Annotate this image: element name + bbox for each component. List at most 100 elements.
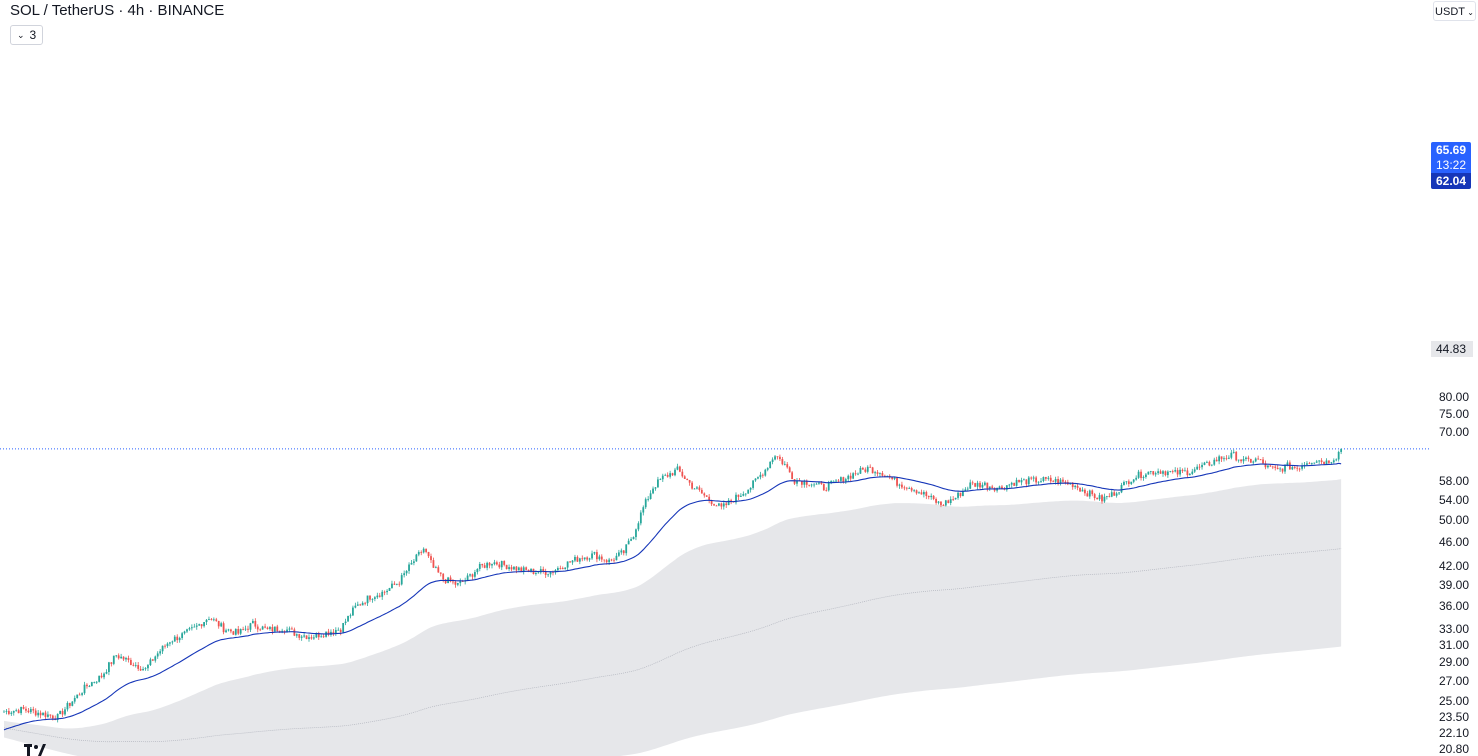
candle-body — [1281, 468, 1284, 472]
candle-body — [212, 619, 215, 621]
candle-body — [503, 561, 506, 565]
candle-body — [134, 665, 137, 666]
candle-body — [527, 569, 530, 572]
candle-body — [703, 493, 706, 496]
candle-body — [998, 486, 1001, 488]
candle-body — [593, 552, 596, 554]
candle-body — [95, 681, 98, 683]
candle-body — [337, 629, 340, 631]
candle-body — [940, 501, 942, 506]
candle-body — [251, 620, 254, 624]
candle-body — [893, 477, 896, 480]
candle-body — [696, 487, 698, 489]
candle-body — [222, 623, 225, 633]
candle-body — [1315, 461, 1318, 463]
candle-body — [1171, 470, 1174, 472]
candle-body — [12, 710, 15, 713]
symbol-title[interactable]: SOL / TetherUS · 4h · BINANCE — [10, 2, 225, 19]
candle-body — [600, 556, 603, 560]
candle-body — [571, 560, 574, 563]
candle-body — [481, 564, 484, 566]
candle-body — [544, 571, 547, 575]
candle-body — [864, 469, 867, 472]
candle-body — [766, 468, 769, 470]
candle-body — [491, 564, 493, 566]
candle-body — [1242, 459, 1245, 462]
candle-body — [754, 478, 757, 481]
candle-body — [1323, 461, 1325, 465]
candle-body — [1152, 471, 1155, 475]
candle-body — [966, 488, 969, 490]
candle-body — [1018, 479, 1020, 483]
candle-body — [173, 636, 176, 642]
candle-body — [1120, 485, 1123, 493]
candle-body — [1032, 477, 1035, 479]
candle-body — [5, 710, 8, 712]
candle-body — [3, 711, 5, 713]
candle-body — [127, 657, 130, 660]
tradingview-logo-icon[interactable] — [24, 744, 46, 756]
candle-body — [322, 636, 325, 638]
candle-body — [1013, 482, 1016, 486]
candle-body — [678, 466, 681, 472]
candle-body — [293, 629, 296, 636]
candle-body — [1318, 460, 1321, 462]
candle-body — [908, 488, 911, 489]
candle-body — [1037, 481, 1040, 483]
candle-body — [1049, 477, 1052, 482]
candle-body — [356, 604, 359, 606]
candle-body — [386, 590, 388, 593]
candle-body — [710, 500, 713, 505]
candle-body — [610, 559, 613, 561]
candle-body — [1010, 482, 1013, 485]
candle-body — [210, 619, 213, 620]
price-chart[interactable] — [0, 0, 1430, 756]
candle-body — [1015, 479, 1018, 486]
candle-body — [208, 619, 210, 620]
candle-body — [391, 583, 393, 589]
chart-area[interactable] — [0, 0, 1430, 756]
candle-body — [1191, 471, 1194, 474]
candle-body — [1264, 463, 1267, 468]
currency-selector[interactable]: USDT ⌄ — [1433, 1, 1476, 21]
candle-body — [688, 480, 691, 483]
candle-body — [90, 682, 93, 687]
candle-body — [879, 473, 881, 474]
candle-body — [122, 656, 125, 660]
candle-body — [269, 627, 271, 629]
candle-body — [20, 707, 22, 714]
candle-body — [874, 472, 876, 474]
ema-value-badge: 62.04 — [1431, 173, 1471, 189]
candle-body — [952, 499, 955, 500]
candle-body — [947, 500, 950, 504]
candle-body — [925, 492, 928, 496]
candle-body — [42, 712, 44, 716]
candle-body — [393, 583, 396, 585]
candle-body — [530, 568, 532, 572]
candle-body — [203, 622, 205, 627]
candle-body — [698, 487, 701, 490]
price-tick: 50.00 — [1439, 513, 1470, 528]
indicators-toggle[interactable]: ⌄ 3 — [10, 25, 44, 45]
candle-body — [159, 651, 162, 654]
price-tick: 20.80 — [1439, 742, 1470, 756]
candle-body — [803, 480, 806, 485]
candle-body — [476, 568, 479, 573]
candle-body — [1208, 461, 1211, 466]
candle-body — [220, 623, 223, 627]
price-tick: 27.00 — [1439, 673, 1470, 688]
candle-body — [1179, 469, 1181, 475]
candle-body — [471, 574, 474, 577]
candle-body — [1271, 466, 1274, 468]
candle-body — [983, 482, 986, 485]
candle-body — [969, 482, 972, 489]
candle-body — [493, 562, 496, 565]
candle-body — [315, 633, 318, 638]
price-axis[interactable]: 80.00 75.00 70.00 58.00 54.00 50.00 46.00 42.00… — [1430, 0, 1478, 756]
candle-body — [47, 714, 49, 717]
candle-body — [1220, 456, 1223, 460]
candle-body — [1196, 466, 1199, 470]
candle-body — [1132, 479, 1135, 482]
candle-body — [1235, 451, 1238, 461]
candle-body — [288, 628, 291, 630]
